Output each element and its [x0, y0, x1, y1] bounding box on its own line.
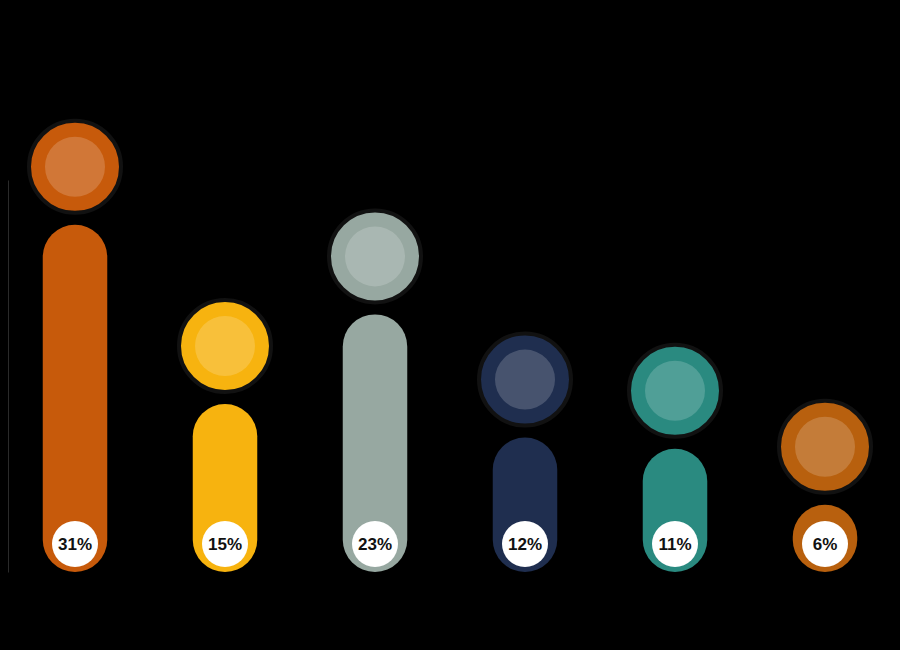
icons [29, 121, 871, 493]
icon-inner [345, 226, 405, 286]
data-label: 15% [208, 535, 242, 554]
label-badge [502, 521, 548, 567]
icon-circle [629, 345, 721, 437]
bar [343, 314, 408, 572]
bar [793, 505, 858, 572]
background [0, 0, 900, 650]
bar [193, 404, 258, 572]
chart: 31% 15% 23% 12% 11% 6% [0, 0, 900, 650]
data-label: 12% [508, 535, 542, 554]
icon-circle [329, 210, 421, 302]
bar [43, 225, 108, 572]
icon-circle [29, 121, 121, 213]
label-badge [202, 521, 248, 567]
bar [493, 438, 558, 572]
icon-circle [479, 334, 571, 426]
icon-inner [495, 350, 555, 410]
data-label: 11% [658, 535, 691, 554]
bar [643, 449, 708, 572]
icon-inner [795, 417, 855, 477]
icon-circle [179, 300, 271, 392]
data-labels: 31% 15% 23% 12% 11% 6% [52, 521, 848, 567]
icon-inner [645, 361, 705, 421]
label-badge [352, 521, 398, 567]
label-badge [652, 521, 698, 567]
data-label: 6% [813, 535, 838, 554]
y-axis [8, 181, 9, 573]
label-badge [52, 521, 98, 567]
icon-inner [195, 316, 255, 376]
icon-circle [779, 401, 871, 493]
icon-inner [45, 137, 105, 197]
y-axis-line [8, 181, 9, 573]
label-badge [802, 521, 848, 567]
data-label: 31% [58, 535, 92, 554]
data-label: 23% [358, 535, 392, 554]
bars [43, 225, 858, 572]
